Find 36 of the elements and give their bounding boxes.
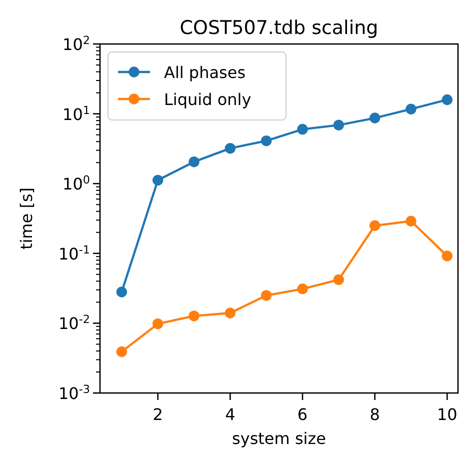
x-tick-label: 10: [436, 405, 458, 424]
y-tick-label: 10$^{1}$: [62, 103, 90, 124]
point: [333, 274, 344, 286]
point: [260, 290, 272, 301]
y-tick-label: 10$^{-2}$: [58, 312, 90, 334]
point: [260, 135, 272, 146]
y-tick-label: 10$^{-1}$: [58, 242, 90, 264]
point: [369, 220, 380, 231]
chart-title: COST507.tdb scaling: [180, 17, 378, 39]
legend-label: Liquid only: [164, 90, 252, 109]
y-tick-label: 10$^{-3}$: [58, 382, 90, 403]
legend-label: All phases: [164, 63, 246, 82]
point: [442, 250, 453, 262]
point: [369, 112, 380, 124]
point: [333, 120, 344, 130]
point: [406, 104, 416, 114]
x-tick-label: 2: [152, 405, 163, 424]
point: [188, 156, 200, 168]
x-axis-title: system size: [232, 429, 326, 448]
point: [442, 94, 453, 106]
point: [406, 216, 416, 226]
point: [152, 174, 164, 186]
point: [116, 346, 128, 358]
point: [152, 318, 164, 330]
x-tick-label: 4: [225, 405, 236, 424]
x-tick-label: 6: [297, 405, 308, 424]
point: [224, 143, 236, 154]
point: [224, 308, 236, 318]
point: [188, 310, 200, 322]
point: [297, 124, 308, 135]
point: [297, 284, 308, 294]
x-tick-label: 8: [370, 405, 380, 424]
y-tick-label: 10$^{2}$: [62, 34, 90, 54]
point: [116, 286, 128, 298]
y-axis-title: time [s]: [17, 187, 36, 250]
y-tick-label: 10$^{0}$: [62, 173, 90, 194]
